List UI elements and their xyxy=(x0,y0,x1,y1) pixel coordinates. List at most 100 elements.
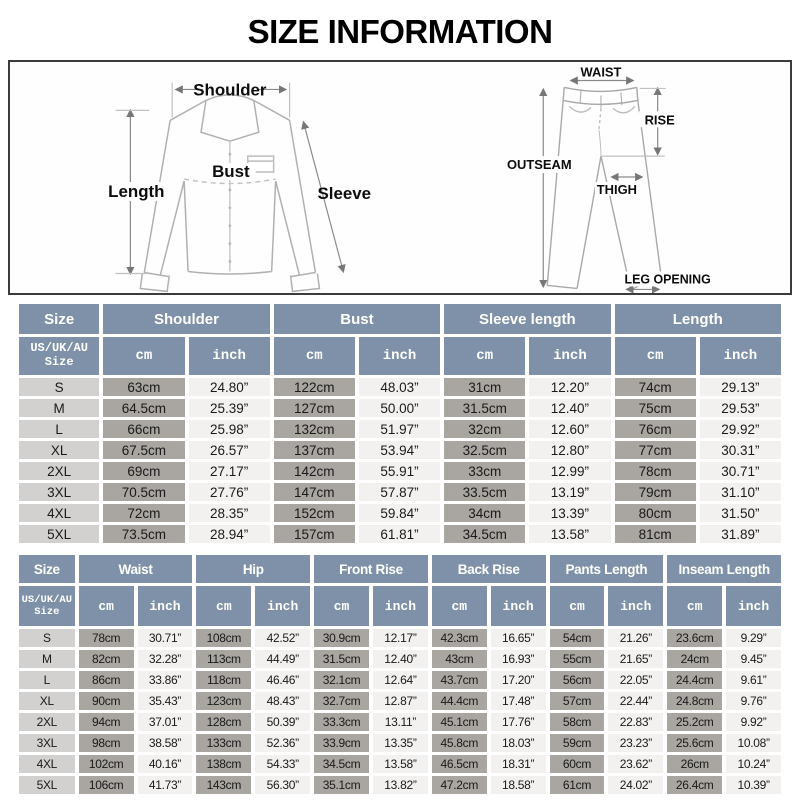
inch-value-cell: 32.28” xyxy=(137,650,193,668)
inch-unit-header: inch xyxy=(490,586,546,626)
inch-value-cell: 22.44” xyxy=(608,692,664,710)
outseam-label-bg xyxy=(506,156,573,174)
cm-value-cell: 56cm xyxy=(549,671,605,689)
cm-value-cell: 61cm xyxy=(549,776,605,794)
inch-value-cell: 10.08” xyxy=(726,734,781,752)
col-group-size: Size xyxy=(19,304,100,334)
cm-value-cell: 34cm xyxy=(444,504,526,522)
cm-value-cell: 57cm xyxy=(549,692,605,710)
inch-value-cell: 27.17” xyxy=(188,462,270,480)
cm-value-cell: 69cm xyxy=(103,462,185,480)
inch-value-cell: 51.97” xyxy=(358,420,441,438)
cm-value-cell: 142cm xyxy=(273,462,355,480)
cm-value-cell: 118cm xyxy=(196,671,252,689)
cm-unit-header: cm xyxy=(314,586,369,626)
cm-value-cell: 143cm xyxy=(196,776,252,794)
leg-opening-label-bg xyxy=(625,271,710,287)
inch-value-cell: 9.76” xyxy=(726,692,781,710)
col-subheader-us-uk-au-size: US/UK/AU Size xyxy=(19,337,100,375)
cm-value-cell: 26.4cm xyxy=(667,776,723,794)
cm-value-cell: 34.5cm xyxy=(314,755,369,773)
cm-unit-header: cm xyxy=(431,586,487,626)
cm-value-cell: 55cm xyxy=(549,650,605,668)
inch-unit-header: inch xyxy=(726,586,781,626)
cm-value-cell: 76cm xyxy=(614,420,696,438)
shirt-size-table: Size Shoulder Bust Sleeve length Length US/UK… xyxy=(15,301,785,546)
cm-value-cell: 24.4cm xyxy=(667,671,723,689)
inch-value-cell: 31.50” xyxy=(699,504,781,522)
size-cell: 3XL xyxy=(19,483,100,501)
size-cell: S xyxy=(19,378,100,396)
inch-unit-header: inch xyxy=(188,337,270,375)
cm-value-cell: 25.6cm xyxy=(667,734,723,752)
col-group-size: Size xyxy=(19,555,75,583)
inch-value-cell: 44.49” xyxy=(255,650,311,668)
cm-value-cell: 32.7cm xyxy=(314,692,369,710)
inch-unit-header: inch xyxy=(358,337,441,375)
inch-value-cell: 56.30” xyxy=(255,776,311,794)
cm-value-cell: 66cm xyxy=(103,420,185,438)
inch-value-cell: 13.58” xyxy=(372,755,428,773)
inch-value-cell: 27.76” xyxy=(188,483,270,501)
inch-value-cell: 29.13” xyxy=(699,378,781,396)
cm-value-cell: 157cm xyxy=(273,525,355,543)
cm-value-cell: 64.5cm xyxy=(103,399,185,417)
inch-value-cell: 17.20” xyxy=(490,671,546,689)
col-group-front-rise: Front Rise xyxy=(314,555,428,583)
size-row-m: M 64.5cm 25.39” 127cm 50.00” 31.5cm 12.40” 75cm… xyxy=(19,399,781,417)
inch-value-cell: 52.36” xyxy=(255,734,311,752)
cm-value-cell: 82cm xyxy=(78,650,134,668)
shirt-diagram: Shoulder Length Bust Sleeve xyxy=(104,80,371,293)
inch-unit-header: inch xyxy=(608,586,664,626)
cm-value-cell: 59cm xyxy=(549,734,605,752)
cm-value-cell: 44.4cm xyxy=(431,692,487,710)
col-group-inseam-length: Inseam Length xyxy=(667,555,781,583)
size-row-3xl: 3XL 98cm 38.58” 133cm 52.36” 33.9cm 13.35” 45.8… xyxy=(19,734,781,752)
cm-value-cell: 32.5cm xyxy=(444,441,526,459)
cm-value-cell: 128cm xyxy=(196,713,252,731)
inch-value-cell: 53.94” xyxy=(358,441,441,459)
inch-value-cell: 33.86” xyxy=(137,671,193,689)
cm-value-cell: 127cm xyxy=(273,399,355,417)
size-cell: XL xyxy=(19,441,100,459)
inch-value-cell: 12.87” xyxy=(372,692,428,710)
cm-value-cell: 32cm xyxy=(444,420,526,438)
cm-unit-header: cm xyxy=(273,337,355,375)
inch-value-cell: 38.58” xyxy=(137,734,193,752)
pants-size-table: Size Waist Hip Front Rise Back Rise Pants Len… xyxy=(15,552,785,797)
inch-value-cell: 25.98” xyxy=(188,420,270,438)
size-row-4xl: 4XL 102cm 40.16” 138cm 54.33” 34.5cm 13.58” 46.… xyxy=(19,755,781,773)
cm-value-cell: 31cm xyxy=(444,378,526,396)
cm-value-cell: 147cm xyxy=(273,483,355,501)
inch-value-cell: 35.43” xyxy=(137,692,193,710)
inch-value-cell: 31.89” xyxy=(699,525,781,543)
cm-value-cell: 70.5cm xyxy=(103,483,185,501)
inch-value-cell: 18.31” xyxy=(490,755,546,773)
inch-value-cell: 46.46” xyxy=(255,671,311,689)
inch-value-cell: 17.48” xyxy=(490,692,546,710)
cm-value-cell: 122cm xyxy=(273,378,355,396)
inch-value-cell: 13.35” xyxy=(372,734,428,752)
inch-value-cell: 13.82” xyxy=(372,776,428,794)
size-row-xl: XL 67.5cm 26.57” 137cm 53.94” 32.5cm 12.80” 77c… xyxy=(19,441,781,459)
inch-value-cell: 23.23” xyxy=(608,734,664,752)
page-title: SIZE INFORMATION xyxy=(247,13,553,50)
inch-value-cell: 42.52” xyxy=(255,629,311,647)
inch-value-cell: 9.29” xyxy=(726,629,781,647)
sleeve-label: Sleeve xyxy=(317,184,371,203)
inch-value-cell: 30.71” xyxy=(137,629,193,647)
inch-value-cell: 9.92” xyxy=(726,713,781,731)
cm-value-cell: 60cm xyxy=(549,755,605,773)
cm-value-cell: 86cm xyxy=(78,671,134,689)
inch-unit-header: inch xyxy=(699,337,781,375)
inch-value-cell: 18.58” xyxy=(490,776,546,794)
inch-value-cell: 17.76” xyxy=(490,713,546,731)
size-row-4xl: 4XL 72cm 28.35” 152cm 59.84” 34cm 13.39” 80cm 31… xyxy=(19,504,781,522)
col-group-pants-length: Pants Length xyxy=(549,555,664,583)
cm-value-cell: 74cm xyxy=(614,378,696,396)
cm-value-cell: 32.1cm xyxy=(314,671,369,689)
inch-value-cell: 10.24” xyxy=(726,755,781,773)
cm-value-cell: 133cm xyxy=(196,734,252,752)
inch-value-cell: 13.11” xyxy=(372,713,428,731)
cm-unit-header: cm xyxy=(103,337,185,375)
